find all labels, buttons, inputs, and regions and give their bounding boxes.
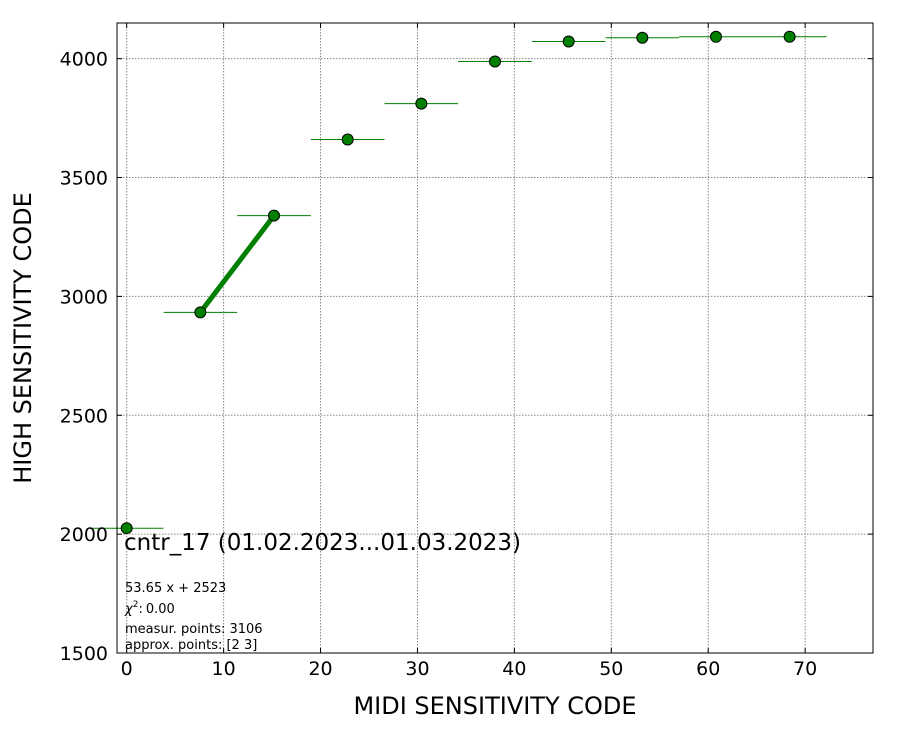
- tick-labels: 0 10 20 30 40 50 60 70 1500 2000 2500 3000 3500 4000: [60, 49, 818, 680]
- annotation-title: cntr_17 (01.02.2023...01.03.2023): [124, 530, 521, 556]
- y-tick-label: 1500: [60, 643, 108, 665]
- x-tick-label: 10: [212, 658, 236, 680]
- fit-line-layer: [197, 213, 277, 315]
- x-tick-label: 50: [599, 658, 623, 680]
- data-point: [120, 522, 133, 535]
- annotation-chi-square: χ2: 0.00: [124, 600, 175, 617]
- x-tick-label: 60: [696, 658, 720, 680]
- x-tick-label: 30: [405, 658, 429, 680]
- data-point: [562, 35, 575, 48]
- x-tick-label: 0: [121, 658, 133, 680]
- chi-symbol: χ: [124, 602, 134, 617]
- x-tick-label: 70: [793, 658, 817, 680]
- y-tick-label: 2000: [60, 524, 108, 546]
- y-tick-label: 2500: [60, 405, 108, 427]
- data-point: [268, 209, 281, 222]
- plot-frame: [116, 22, 874, 654]
- chi-colon: :: [138, 602, 142, 617]
- data-point: [783, 30, 796, 43]
- data-point: [489, 55, 501, 68]
- data-points: [120, 30, 796, 535]
- y-tick-label: 3000: [60, 286, 108, 308]
- data-point: [194, 306, 207, 319]
- chi-exponent: 2: [133, 600, 139, 610]
- data-point: [341, 133, 354, 146]
- fit-line: [197, 213, 277, 315]
- data-point: [709, 30, 722, 43]
- x-tick-label: 20: [308, 658, 332, 680]
- x-axis-title: MIDI SENSITIVITY CODE: [353, 692, 636, 720]
- annotation-fit-equation: 53.65 x + 2523: [125, 581, 226, 596]
- data-point: [636, 31, 649, 44]
- annotation-approx-points: approx. points: [2 3]: [125, 638, 257, 653]
- y-tick-label: 3500: [60, 168, 108, 190]
- y-axis-title: HIGH SENSITIVITY CODE: [9, 192, 37, 484]
- y-tick-label: 4000: [60, 49, 108, 71]
- x-tick-label: 40: [502, 658, 526, 680]
- data-point: [415, 97, 428, 110]
- chi-value: 0.00: [146, 602, 175, 617]
- annotation-measured-points: measur. points: 3106: [125, 622, 263, 637]
- axis-ticks: [117, 23, 873, 654]
